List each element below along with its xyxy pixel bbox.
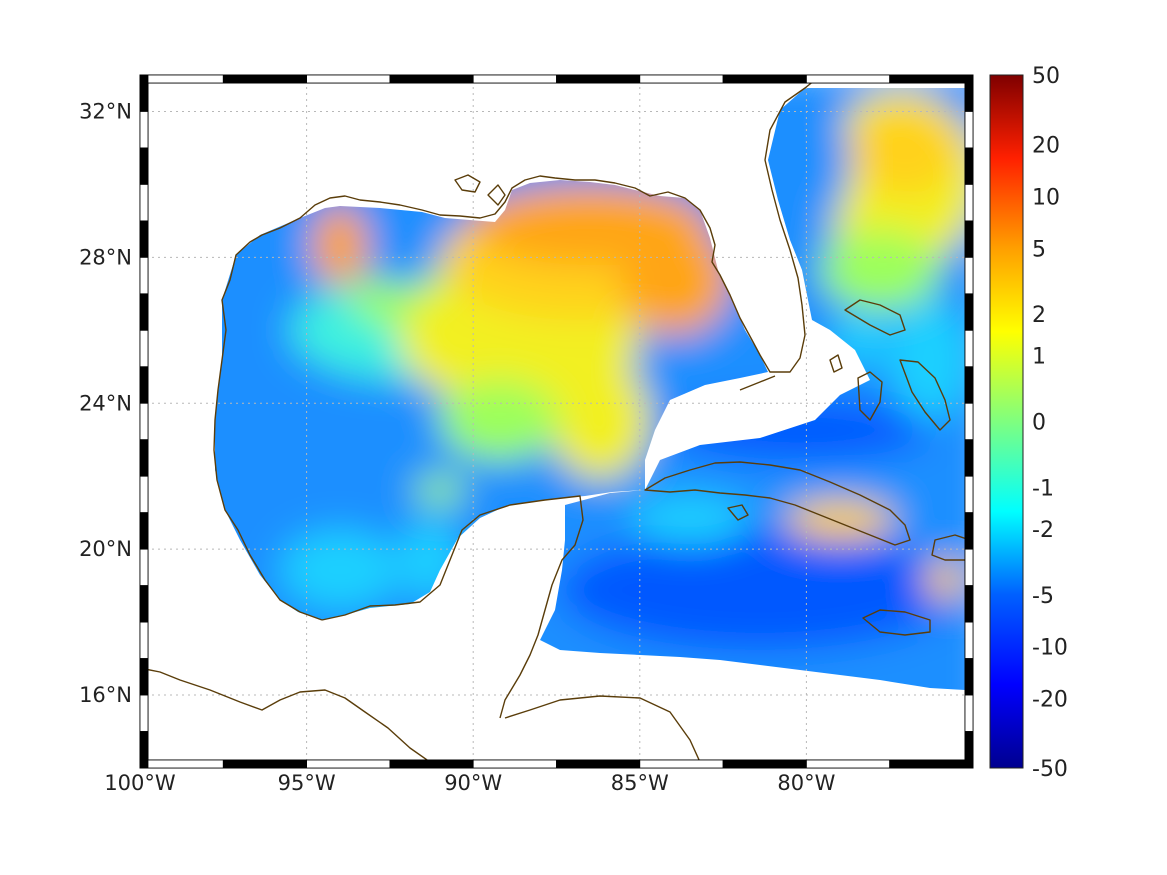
colorbar-tick-label: 2 xyxy=(1032,303,1046,328)
colorbar-tick-label: 0 xyxy=(1032,411,1046,436)
lon-tick-label: 85°W xyxy=(611,771,669,795)
latitude-axis: 32°N 28°N 24°N 20°N 16°N xyxy=(79,99,132,707)
lat-tick-label: 20°N xyxy=(79,537,132,561)
colorbar-gradient xyxy=(989,74,1024,769)
colorbar-tick-label: 50 xyxy=(1032,64,1060,89)
map-frame xyxy=(139,74,974,769)
lat-tick-label: 32°N xyxy=(79,99,132,123)
lat-tick-label: 24°N xyxy=(79,391,132,415)
colorbar-tick-label: -5 xyxy=(1032,584,1054,609)
lon-tick-label: 80°W xyxy=(777,771,835,795)
colorbar-tick-label: -10 xyxy=(1032,636,1068,661)
coastline xyxy=(148,83,965,760)
colorbar-tick-label: 1 xyxy=(1032,345,1046,370)
colorbar-tick-label: -1 xyxy=(1032,476,1054,501)
colorbar-tick-label: 5 xyxy=(1032,237,1046,262)
lon-tick-label: 100°W xyxy=(104,771,176,795)
colorbar-tick-label: -2 xyxy=(1032,518,1054,543)
colorbar-tick-label: 10 xyxy=(1032,185,1060,210)
lon-tick-label: 95°W xyxy=(278,771,336,795)
longitude-axis: 100°W 95°W 90°W 85°W 80°W xyxy=(104,771,835,795)
lat-tick-label: 28°N xyxy=(79,245,132,269)
data-field xyxy=(215,88,965,690)
lat-tick-label: 16°N xyxy=(79,683,132,707)
colorbar-tick-label: 20 xyxy=(1032,133,1060,158)
colorbar-tick-label: -50 xyxy=(1032,757,1068,782)
colorbar-tick-label: -20 xyxy=(1032,688,1068,713)
lon-tick-label: 90°W xyxy=(444,771,502,795)
